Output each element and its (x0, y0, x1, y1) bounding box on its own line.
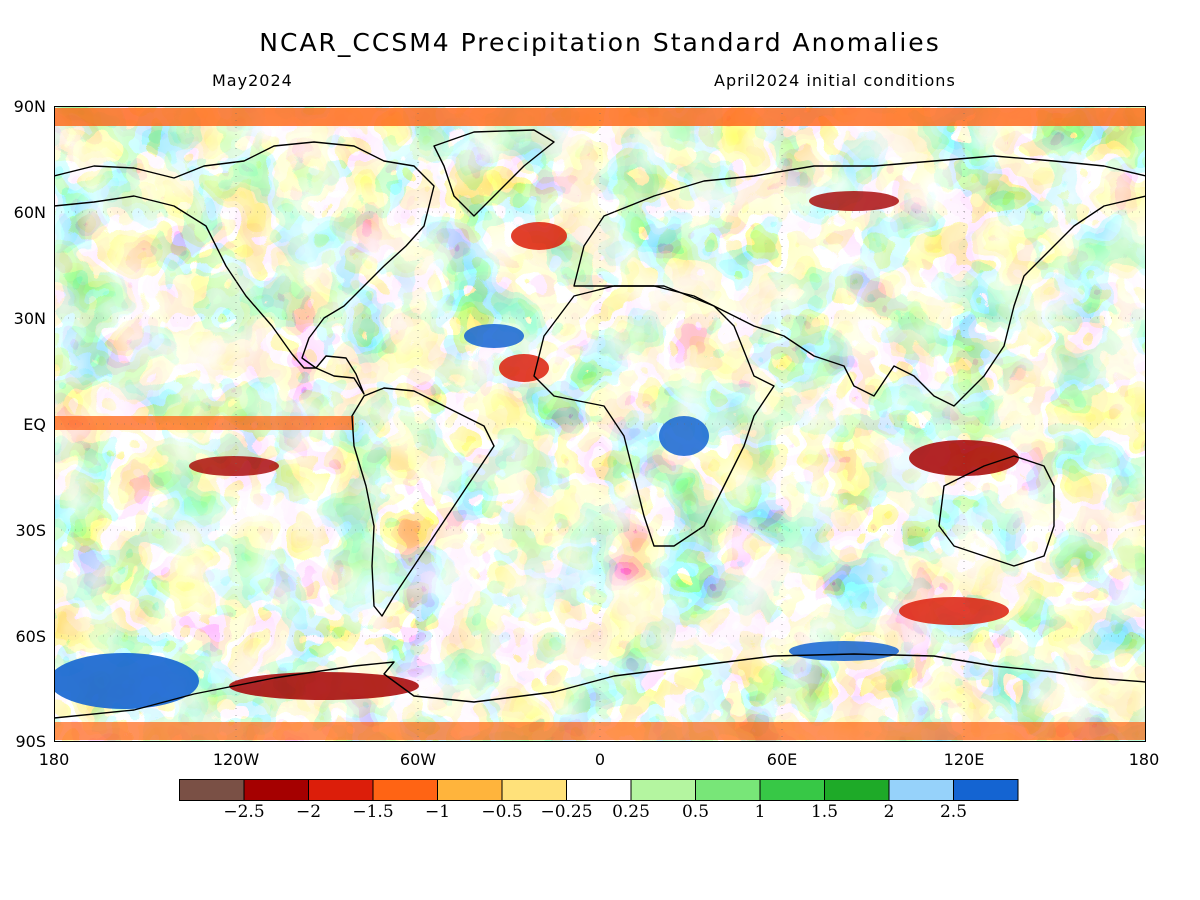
north-atlantic-dry-anomaly (511, 222, 567, 250)
north-polar-dry-band (54, 108, 1146, 126)
north-atlantic-wet-anomaly (464, 324, 524, 348)
lat-label-60n: 60N (13, 203, 46, 222)
legend-label-0: −2.5 (223, 802, 265, 822)
lat-label-60s: 60S (15, 627, 46, 646)
legend-label-9: 1.5 (810, 802, 839, 822)
legend-label-4: −0.5 (481, 802, 523, 822)
lat-label-30n: 30N (13, 309, 46, 328)
legend-swatch-0 (179, 779, 245, 801)
west-antarctic-dry-anomaly (229, 672, 419, 700)
greenland-outline (433, 129, 555, 217)
southern-ocean-dry-anomaly (899, 597, 1009, 625)
lat-label-90s: 90S (15, 732, 46, 751)
lon-label-60w: 60W (399, 750, 437, 769)
legend-swatches (179, 779, 1019, 801)
legend-label-10: 2 (883, 802, 895, 822)
africa-outline (533, 285, 775, 547)
legend-label-7: 0.5 (681, 802, 710, 822)
eurasia-outline (573, 155, 1146, 407)
antarctica-outline (54, 653, 1146, 719)
forecast-month: May2024 (212, 71, 293, 90)
weddell-wet-anomaly (789, 641, 899, 661)
legend-swatch-1 (243, 779, 309, 801)
legend-swatch-5 (501, 779, 567, 801)
continent-outlines (54, 129, 1146, 719)
lon-label-180e: 180 (1128, 750, 1160, 769)
anomaly-map (54, 106, 1146, 742)
legend-label-11: 2.5 (939, 802, 968, 822)
lat-label-30s: 30S (15, 521, 46, 540)
south-polar-dry-band (54, 722, 1146, 740)
legend-swatch-8 (695, 779, 761, 801)
legend-label-1: −2 (295, 802, 322, 822)
legend-label-8: 1 (754, 802, 766, 822)
siberia-dry-anomaly (809, 191, 899, 211)
graticule (54, 106, 1146, 742)
legend-swatch-4 (437, 779, 503, 801)
lon-label-60e: 60E (766, 750, 798, 769)
equatorial-pacific-dry-band (54, 416, 354, 430)
legend-label-2: −1.5 (352, 802, 394, 822)
ross-sea-wet-anomaly (54, 653, 199, 709)
west-africa-offshore-dry-anomaly (499, 354, 549, 382)
legend-swatch-2 (308, 779, 374, 801)
east-africa-wet-anomaly (659, 416, 709, 456)
initial-conditions: April2024 initial conditions (714, 71, 956, 90)
legend-label-3: −1 (424, 802, 451, 822)
lon-label-0: 0 (594, 750, 606, 769)
legend-swatch-10 (824, 779, 890, 801)
color-legend (179, 779, 1019, 801)
map-title: NCAR_CCSM4 Precipitation Standard Anomal… (259, 28, 941, 57)
lon-label-180w: 180 (38, 750, 70, 769)
maritime-continent-dry-anomaly (909, 440, 1019, 476)
lon-label-120w: 120W (212, 750, 260, 769)
legend-swatch-7 (630, 779, 696, 801)
south-america-outline (351, 387, 495, 617)
lon-label-120e: 120E (943, 750, 985, 769)
legend-swatch-3 (372, 779, 438, 801)
legend-swatch-12 (953, 779, 1019, 801)
legend-label-5: −0.25 (540, 802, 593, 822)
north-america-outline (54, 141, 435, 395)
legend-label-6: 0.25 (612, 802, 650, 822)
legend-swatch-9 (759, 779, 825, 801)
lat-label-eq: EQ (23, 415, 46, 434)
south-pacific-dry-anomaly (189, 456, 279, 476)
legend-swatch-6 (566, 779, 632, 801)
legend-swatch-11 (888, 779, 954, 801)
map-frame (54, 106, 1146, 742)
australia-outline (938, 455, 1055, 567)
lat-label-90n: 90N (13, 97, 46, 116)
